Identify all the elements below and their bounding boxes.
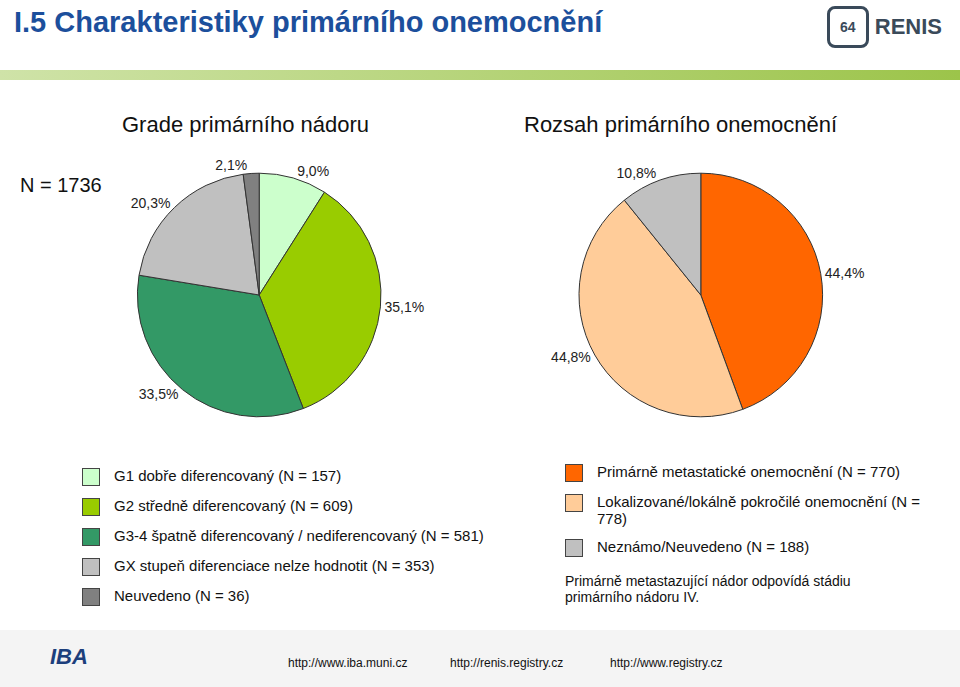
html-text:64: 64 <box>840 19 856 35</box>
html-text:G2 středně diferencovaný (N =: G2 středně diferencovaný (N = 609) <box>114 497 353 514</box>
html-text:IBA: IBA <box>50 644 88 669</box>
svg-text:44,8%: 44,8% <box>551 349 591 365</box>
html-text:Grade primárního nádoru: Grade primárního nádoru <box>122 112 369 137</box>
html-text:G1 dobře diferencovaný (N = 15: G1 dobře diferencovaný (N = 157) <box>114 467 342 484</box>
html-text:Rozsah primárního onemocnění: Rozsah primárního onemocnění <box>524 112 838 137</box>
svg-text:35,1%: 35,1% <box>384 299 424 315</box>
html-text:http://www.registry.cz: http://www.registry.cz <box>610 656 723 670</box>
html-text:RENIS: RENIS <box>874 14 942 39</box>
svg-text:44,4%: 44,4% <box>825 265 865 281</box>
html-text:Neznámo/Neuvedeno (N = 188): Neznámo/Neuvedeno (N = 188) <box>597 538 810 555</box>
svg-text:20,3%: 20,3% <box>131 195 171 211</box>
html-text:N = 1736: N = 1736 <box>20 174 102 196</box>
html-text:Primárně metastazující nádor o: Primárně metastazující nádor odpovídá st… <box>565 573 851 605</box>
html-text:http://renis.registry.cz: http://renis.registry.cz <box>450 656 564 670</box>
html-text:I.5 Charakteristiky primárního: I.5 Charakteristiky primárního onemocněn… <box>14 6 603 38</box>
svg-text:2,1%: 2,1% <box>215 157 247 173</box>
html-text:GX stupeň diferenciace nelze h: GX stupeň diferenciace nelze hodnotit (N… <box>114 557 435 574</box>
svg-text:10,8%: 10,8% <box>617 165 657 181</box>
html-text:http://www.iba.muni.cz: http://www.iba.muni.cz <box>288 656 408 670</box>
html-text:Lokalizované/lokálně pokročilé: Lokalizované/lokálně pokročilé onemocněn… <box>597 493 921 527</box>
html-text:Neuvedeno (N = 36): Neuvedeno (N = 36) <box>114 587 250 604</box>
html-text:Primárně metastatické onemocně: Primárně metastatické onemocnění (N = 77… <box>597 463 901 480</box>
svg-text:33,5%: 33,5% <box>139 386 179 402</box>
svg-text:9,0%: 9,0% <box>297 163 329 179</box>
html-text:G3-4 špatně diferencovaný / ne: G3-4 špatně diferencovaný / nediferencov… <box>114 527 484 544</box>
